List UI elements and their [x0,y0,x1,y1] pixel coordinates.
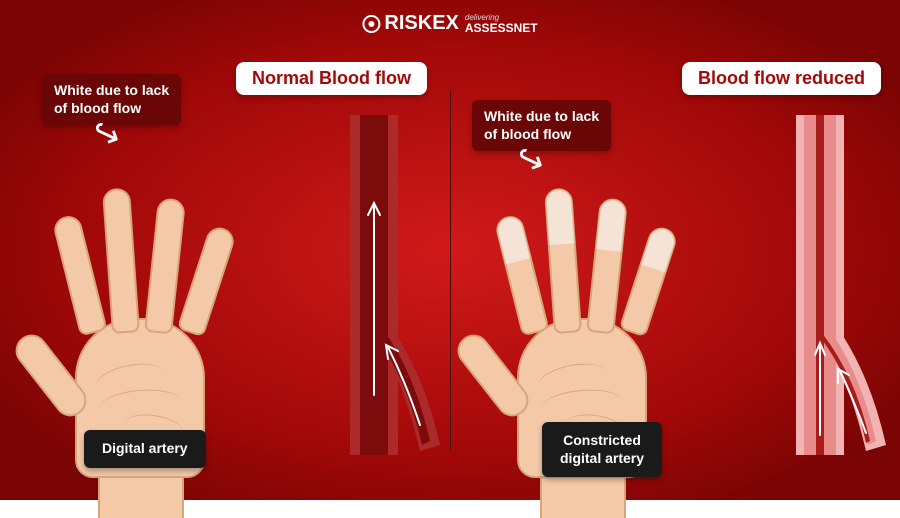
logo-product: ASSESSNET [465,22,538,34]
label-constricted-artery: Constricted digital artery [542,422,662,477]
hand-normal [30,138,250,478]
panel-divider [450,90,451,450]
logo-brand: RISKEX [384,12,458,35]
callout-left-l1: White due to lack [54,82,169,100]
callout-right-l1: White due to lack [484,108,599,126]
title-normal: Normal Blood flow [236,62,427,95]
finger-index [51,213,107,336]
finger-middle [102,187,140,334]
brand-logo: RISKEX delivering ASSESSNET [362,12,537,35]
logo-ring-icon [362,15,380,33]
label-constricted-l1: Constricted [560,432,644,450]
artery-normal [302,115,442,455]
label-constricted-l2: digital artery [560,450,644,468]
label-digital-artery: Digital artery [84,430,206,468]
artery-reduced [748,115,888,455]
title-reduced: Blood flow reduced [682,62,881,95]
finger-ring [144,197,186,334]
finger-pinky [177,224,238,337]
